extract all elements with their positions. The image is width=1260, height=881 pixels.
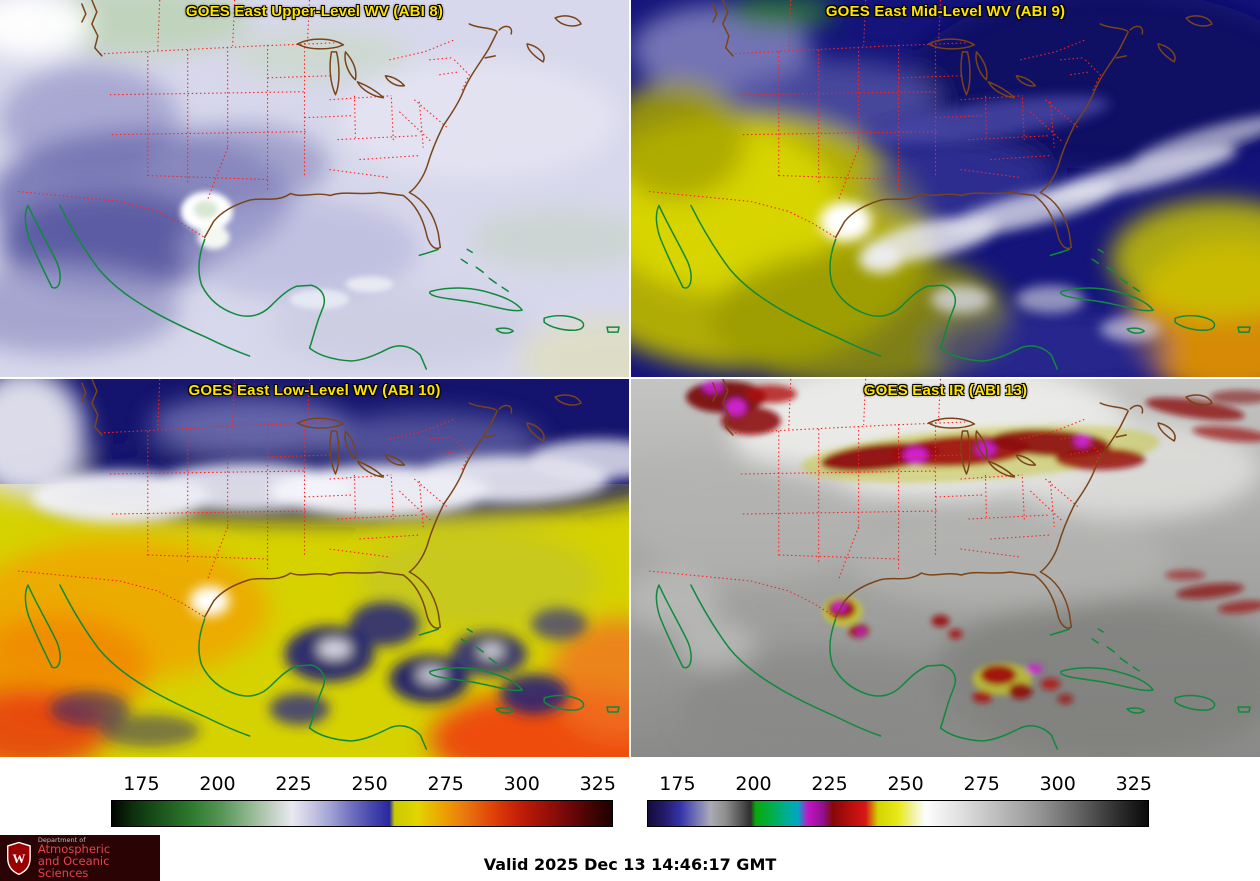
colorbar-tick-label: 200 <box>735 773 772 795</box>
colorbar-tick-label: 250 <box>887 773 924 795</box>
colorbar-tick-label: 325 <box>579 773 616 795</box>
colorbar-tick-label: 275 <box>427 773 464 795</box>
valid-time-label: Valid 2025 Dec 13 14:46:17 GMT <box>483 855 777 874</box>
colorbar-tick-label: 175 <box>123 773 160 795</box>
logo-line1: Atmospheric <box>37 842 111 857</box>
satellite-image-abi10 <box>0 379 629 757</box>
colorbar-row: 175 200 225 250 275 300 325 175 200 225 250 275 300… <box>0 757 1260 835</box>
colorbar-gradient <box>647 800 1149 827</box>
satellite-image-abi9 <box>631 0 1260 377</box>
panel-low-level-wv: GOES East Low-Level WV (ABI 10) <box>0 379 629 757</box>
colorbar-wv: 175 200 225 250 275 300 325 <box>111 773 616 835</box>
colorbar-tick-label: 175 <box>659 773 696 795</box>
colorbar-tick-label: 300 <box>1039 773 1076 795</box>
footer: W Department of Atmospheric and Oceanic … <box>0 835 1260 881</box>
colorbar-tick-label: 250 <box>351 773 388 795</box>
colorbar-tick-label: 325 <box>1115 773 1152 795</box>
uw-crest-icon: W <box>7 841 31 876</box>
colorbar-ticks: 175 200 225 250 275 300 325 <box>647 773 1152 797</box>
logo-text: Department of Atmospheric and Oceanic Sc… <box>37 835 154 881</box>
satellite-quadrant-grid: GOES East Upper-Level WV (ABI 8) <box>0 0 1260 757</box>
panel-mid-level-wv: GOES East Mid-Level WV (ABI 9) <box>631 0 1260 377</box>
satellite-image-abi13 <box>631 379 1260 757</box>
logo-department-label: Department of <box>37 835 86 844</box>
colorbar-tick-label: 275 <box>963 773 1000 795</box>
crest-letter: W <box>12 851 25 866</box>
logo-line2: and Oceanic Sciences <box>37 854 110 881</box>
colorbar-tick-label: 225 <box>275 773 312 795</box>
satellite-image-abi8 <box>0 0 629 377</box>
panel-ir: GOES East IR (ABI 13) <box>631 379 1260 757</box>
colorbar-ir: 175 200 225 250 275 300 325 <box>647 773 1152 835</box>
panel-upper-level-wv: GOES East Upper-Level WV (ABI 8) <box>0 0 629 377</box>
colorbar-gradient <box>111 800 613 827</box>
colorbar-tick-label: 225 <box>811 773 848 795</box>
colorbar-tick-label: 300 <box>503 773 540 795</box>
uw-aos-logo: W Department of Atmospheric and Oceanic … <box>0 835 160 881</box>
colorbar-ticks: 175 200 225 250 275 300 325 <box>111 773 616 797</box>
colorbar-tick-label: 200 <box>199 773 236 795</box>
